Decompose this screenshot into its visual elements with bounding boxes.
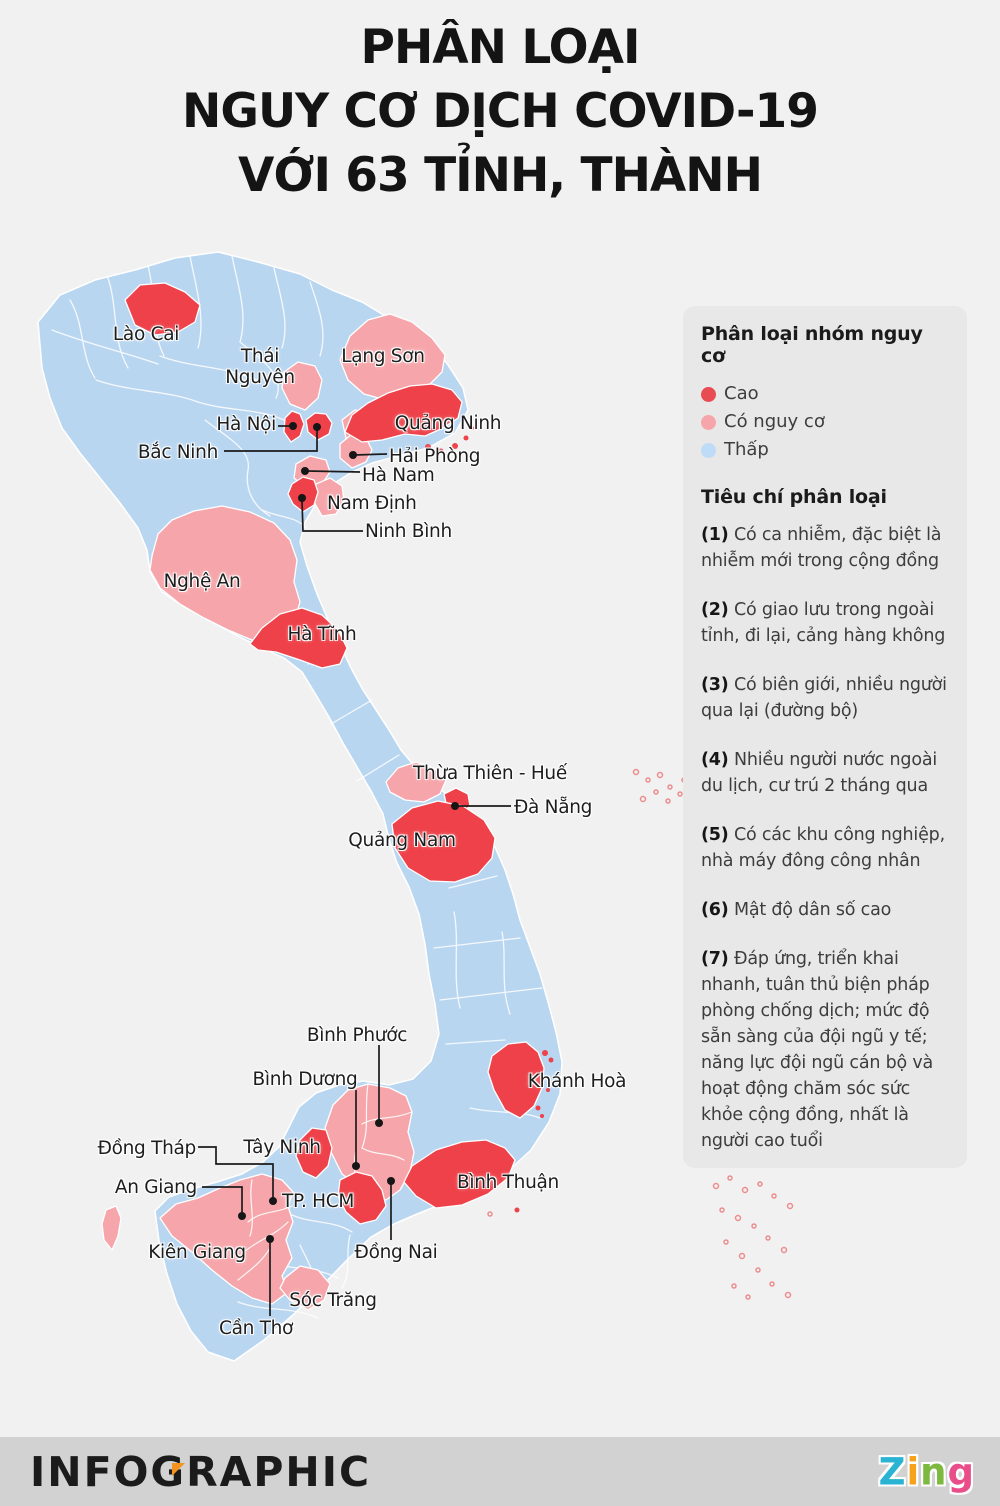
criteria-title: Tiêu chí phân loại	[701, 486, 887, 508]
high-risk-provinces	[124, 282, 545, 1225]
legend-item-label: Có nguy cơ	[724, 411, 825, 432]
province-label-lang-son: Lạng Sơn	[341, 346, 425, 367]
title-line-2: NGUY CƠ DỊCH COVID-19	[182, 84, 819, 139]
province-label-soc-trang: Sóc Trăng	[289, 1290, 377, 1311]
legend-item-risk: Có nguy cơ	[701, 408, 949, 436]
high-risk-dot-icon	[701, 386, 716, 402]
truong-sa-specks	[712, 1175, 794, 1300]
legend-group-title: Phân loại nhóm nguy cơ	[701, 323, 923, 367]
page-title: PHÂN LOẠI NGUY CƠ DỊCH COVID-19 VỚI 63 T…	[0, 16, 1000, 208]
province-label-bac-ninh: Bắc Ninh	[137, 442, 218, 463]
province-label-quang-ninh: Quảng Ninh	[394, 413, 502, 434]
province-shape-thai-nguyen	[281, 361, 323, 411]
criteria-item-4: (4) Nhiều người nước ngoài du lịch, cư t…	[701, 750, 938, 796]
footer-bar: INFOGRAPHIC Zing	[0, 1437, 1000, 1506]
province-label-nghe-an: Nghệ An	[163, 571, 241, 592]
at-risk-dot-icon	[701, 414, 716, 430]
province-label-ha-noi: Hà Nội	[216, 414, 276, 435]
risk-provinces	[101, 313, 447, 1311]
province-shape-soc-trang	[279, 1265, 331, 1311]
province-label-hai-phong: Hải Phòng	[389, 446, 481, 467]
province-shape-nam-dinh	[313, 477, 345, 517]
province-shape-lang-son	[339, 313, 446, 401]
province-shape-tphcm	[337, 1171, 387, 1225]
zing-logo: Zing	[878, 1450, 975, 1493]
label-connectors	[198, 425, 511, 1316]
province-label-quang-nam: Quảng Nam	[348, 830, 456, 851]
province-shape-phu-quoc	[101, 1205, 122, 1251]
province-label-lao-cai: Lào Cai	[112, 324, 180, 345]
province-label-kien-giang: Kiên Giang	[148, 1242, 246, 1263]
criteria-item-3: (3) Có biên giới, nhiều người qua lại (đ…	[701, 675, 947, 721]
legend-item-label: Cao	[724, 383, 759, 404]
province-label-binh-duong: Bình Dương	[252, 1069, 358, 1090]
hoang-sa-specks	[487, 768, 687, 1217]
province-label-ha-tinh: Hà Tĩnh	[287, 624, 357, 645]
province-label-can-tho: Cần Thơ	[218, 1318, 294, 1339]
title-line-3: VỚI 63 TỈNH, THÀNH	[238, 148, 763, 203]
infographic-logo: INFOGRAPHIC	[30, 1447, 372, 1496]
criteria-item-2: (2) Có giao lưu trong ngoài tỉnh, đi lại…	[701, 600, 946, 646]
legend-item-label: Thấp	[724, 439, 769, 460]
province-label-dong-thap: Đồng Tháp	[97, 1138, 197, 1159]
province-shape-hue	[385, 761, 447, 803]
island-specks	[425, 426, 794, 1300]
province-label-dong-nai: Đồng Nai	[354, 1242, 438, 1263]
criteria-item-7: (7) Đáp ứng, triển khai nhanh, tuân thủ …	[701, 949, 934, 1151]
province-label-khanh-hoa: Khánh Hoà	[527, 1071, 627, 1092]
province-shape-quang-ninh	[344, 383, 463, 443]
province-label-ninh-binh: Ninh Bình	[365, 521, 452, 542]
low-risk-dot-icon	[701, 442, 716, 458]
legend-panel: Phân loại nhóm nguy cơ Cao Có nguy cơ Th…	[683, 306, 967, 1168]
province-label-ha-nam: Hà Nam	[362, 465, 435, 486]
province-label-tphcm: TP. HCM	[282, 1191, 355, 1212]
province-shape-ha-tinh	[249, 607, 348, 669]
province-shape-tay-ninh	[295, 1127, 333, 1179]
title-line-1: PHÂN LOẠI	[360, 20, 641, 75]
province-label-thai-nguyen: Thái Nguyên	[225, 346, 295, 388]
province-label-tay-ninh: Tây Ninh	[243, 1137, 321, 1158]
province-label-hue: Thừa Thiên - Huế	[413, 763, 567, 784]
province-shape-mekong-delta	[159, 1173, 294, 1305]
province-label-da-nang: Đà Nẵng	[514, 797, 593, 818]
province-shape-nghe-an	[149, 505, 301, 641]
legend-item-low: Thấp	[701, 436, 949, 464]
province-shape-quang-nam	[391, 800, 496, 883]
province-label-nam-dinh: Nam Định	[327, 493, 417, 514]
label-connector-dots	[238, 422, 459, 1243]
legend-item-high: Cao	[701, 380, 949, 408]
province-shape-lao-cai	[124, 282, 201, 336]
province-label-binh-phuoc: Bình Phước	[306, 1025, 408, 1046]
criteria-item-5: (5) Có các khu công nghiệp, nhà máy đông…	[701, 825, 945, 871]
infographic-logo-triangle-icon	[172, 1463, 185, 1476]
criteria-item-1: (1) Có ca nhiễm, đặc biệt là nhiễm mới t…	[701, 525, 942, 571]
vietnam-map	[37, 251, 794, 1362]
province-shape-binh-thuan	[403, 1139, 516, 1209]
province-label-binh-thuan: Bình Thuận	[457, 1172, 559, 1193]
province-label-an-giang: An Giang	[114, 1177, 197, 1198]
province-shape-khanh-hoa	[487, 1041, 545, 1119]
criteria-item-6: (6) Mật độ dân số cao	[701, 900, 892, 920]
